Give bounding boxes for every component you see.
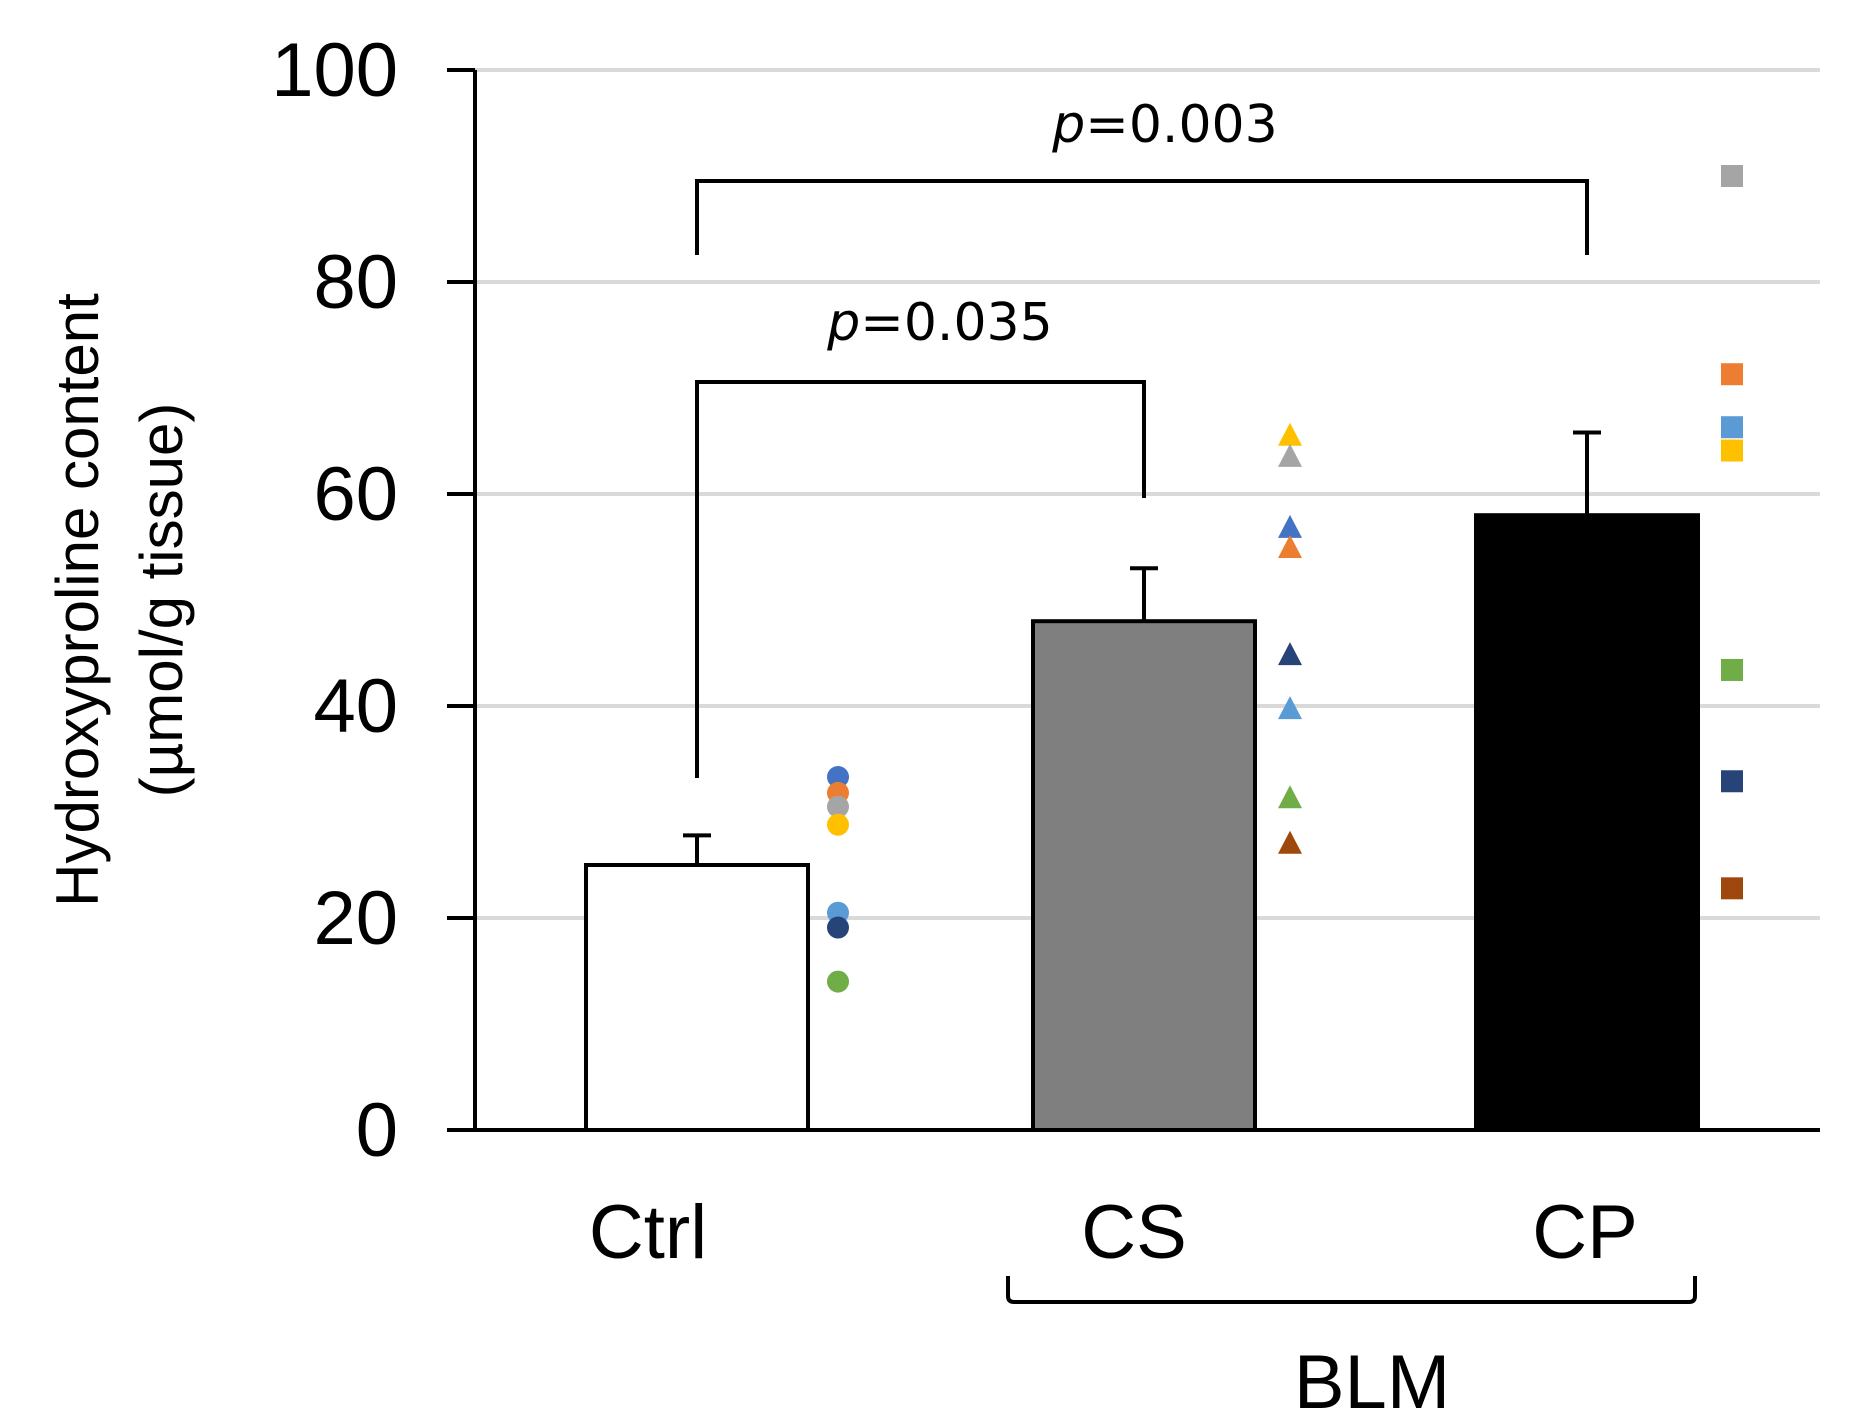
point-cp-7 (1721, 877, 1743, 900)
p-value-ctrl-cp: p=0.003 (1051, 95, 1277, 155)
point-ctrl-6 (827, 916, 849, 939)
point-ctrl-1 (827, 766, 849, 789)
p-value-ctrl-cs: p=0.035 (826, 293, 1052, 353)
group-bracket: BLM (1006, 1276, 1697, 1422)
sig-bracket-ctrl-cp (695, 179, 1589, 255)
error-bars (683, 430, 1601, 865)
point-cs-4 (1278, 535, 1302, 559)
blm-bracket (1006, 1276, 1697, 1304)
point-cp-3 (1721, 416, 1743, 439)
bar-ctrl (584, 863, 810, 1132)
point-cs-7 (1278, 785, 1302, 809)
sig-bracket-ctrl-cs (695, 380, 1146, 778)
point-ctrl-4 (827, 813, 849, 836)
bar-cp (1474, 513, 1700, 1132)
x-tick-label-cp: CP (1532, 1190, 1638, 1275)
y-tick-label-0: 0 (356, 1088, 398, 1173)
point-cs-1 (1278, 422, 1302, 446)
data-points (827, 165, 1743, 993)
point-cs-3 (1278, 514, 1302, 538)
y-tick-label-80: 80 (313, 240, 398, 325)
point-cp-4 (1721, 439, 1743, 462)
p-symbol: p (826, 293, 860, 353)
bars (584, 513, 1700, 1132)
p-value-number: =0.035 (860, 293, 1052, 353)
point-cp-5 (1721, 658, 1743, 681)
y-tick-label-40: 40 (313, 664, 398, 749)
point-cs-8 (1278, 830, 1302, 854)
x-tick-label-cs: CS (1081, 1190, 1187, 1275)
blm-group-label: BLM (1294, 1340, 1450, 1422)
y-axis-label-line2: (µmol/g tissue) (128, 403, 195, 798)
point-cp-2 (1721, 363, 1743, 386)
point-cp-1 (1721, 165, 1743, 187)
y-tick-label-100: 100 (271, 28, 398, 113)
point-ctrl-7 (827, 970, 849, 993)
point-cs-2 (1278, 443, 1302, 467)
point-cs-5 (1278, 642, 1302, 666)
y-tick-label-60: 60 (313, 452, 398, 537)
y-axis-label-line1: Hydroxyproline content (44, 293, 111, 907)
bar-cs (1031, 619, 1257, 1132)
y-tick-label-20: 20 (313, 876, 398, 961)
point-ctrl-3 (827, 795, 849, 818)
point-cs-6 (1278, 696, 1302, 720)
y-tick-labels: 0 20 40 60 80 100 (271, 28, 398, 1173)
point-cp-6 (1721, 770, 1743, 793)
p-value-number: =0.003 (1085, 95, 1277, 155)
x-tick-label-ctrl: Ctrl (589, 1190, 707, 1275)
p-symbol: p (1051, 95, 1085, 155)
axes (447, 68, 1820, 1132)
x-tick-labels: Ctrl CS CP (589, 1190, 1638, 1275)
